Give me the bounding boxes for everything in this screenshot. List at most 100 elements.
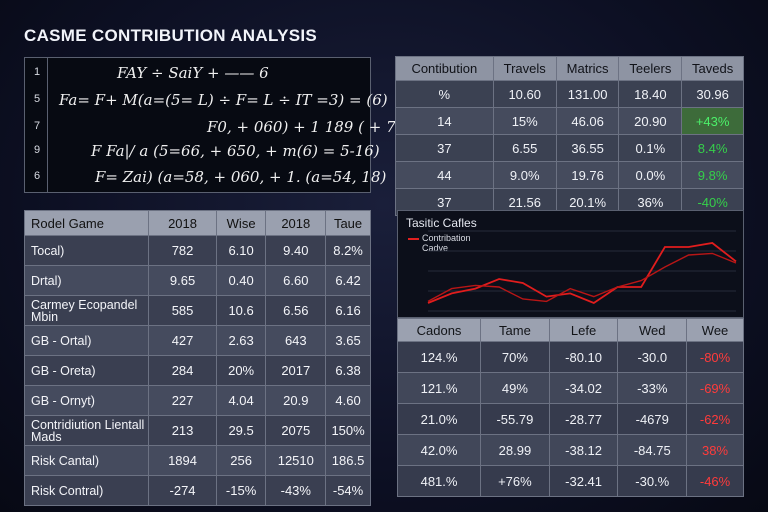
table-row[interactable]: 37 6.55 36.55 0.1% 8.4% <box>395 134 744 162</box>
table-cell[interactable]: 37 <box>395 134 494 162</box>
table-row[interactable]: Tocal) 782 6.10 9.40 8.2% <box>23 235 371 266</box>
table-cell[interactable]: 30.96 <box>681 80 744 108</box>
table-row[interactable]: 42.0% 28.99 -38.12 -84.75 38% <box>396 434 744 466</box>
row-label[interactable]: Contridiution Lientall Mads <box>23 415 150 446</box>
row-label[interactable]: Tocal) <box>23 235 150 266</box>
column-header[interactable]: Cadons <box>396 318 482 342</box>
table-row[interactable]: Drtal) 9.65 0.40 6.60 6.42 <box>23 265 371 296</box>
legend-entry[interactable]: Contribation <box>408 233 471 243</box>
table-cell[interactable]: 427 <box>148 325 217 356</box>
column-header[interactable]: Taue <box>325 210 371 236</box>
legend-entry[interactable]: Cadve <box>408 243 471 253</box>
table-cell[interactable]: 284 <box>148 355 217 386</box>
table-cell[interactable]: 4.60 <box>325 385 371 416</box>
table-cell[interactable]: 21.0% <box>396 403 482 435</box>
table-cell[interactable]: 6.60 <box>265 265 327 296</box>
table-cell[interactable]: 782 <box>148 235 217 266</box>
formula-line[interactable]: 6 F= Zai) (a=58, + 060, + 1. (a=54, 18) <box>25 166 386 188</box>
row-label[interactable]: Risk Cantal) <box>23 445 150 476</box>
table-cell[interactable]: 10.60 <box>492 80 557 108</box>
table-cell[interactable]: -28.77 <box>548 403 619 435</box>
formula-line[interactable]: 5 Fa= F+ M(a=(5= L) ÷ F= L ÷ IT =3) = (6… <box>25 89 388 111</box>
row-label[interactable]: GB - Ornyt) <box>23 385 150 416</box>
formula-line[interactable]: 9 F Fa|/ a (5=66, + 650, + m(6) = 5-16) <box>25 140 380 162</box>
table-cell[interactable]: 1894 <box>148 445 217 476</box>
table-cell[interactable]: 6.16 <box>325 295 371 326</box>
table-cell[interactable]: 19.76 <box>555 161 620 189</box>
table-cell[interactable]: 8.2% <box>325 235 371 266</box>
row-label[interactable]: GB - Oreta) <box>23 355 150 386</box>
table-row[interactable]: Risk Cantal) 1894 256 12510 186.5 <box>23 445 371 476</box>
table-cell[interactable]: -34.02 <box>548 372 619 404</box>
column-header[interactable]: Tame <box>480 318 550 342</box>
table-row[interactable]: Contridiution Lientall Mads 213 29.5 207… <box>23 415 371 446</box>
column-header[interactable]: Lefe <box>548 318 619 342</box>
table-cell[interactable]: -46% <box>686 465 744 497</box>
table-cell[interactable]: 9.65 <box>148 265 217 296</box>
table-cell[interactable]: -80% <box>686 341 744 373</box>
table-cell[interactable]: 38% <box>686 434 744 466</box>
table-cell[interactable]: -274 <box>148 475 217 506</box>
table-cell[interactable]: 15% <box>492 107 557 135</box>
table-row[interactable]: 21.0% -55.79 -28.77 -4679 -62% <box>396 403 744 435</box>
table-cell[interactable]: 0.40 <box>215 265 267 296</box>
table-row[interactable]: Risk Contral) -274 -15% -43% -54% <box>23 475 371 506</box>
table-cell[interactable]: 29.5 <box>215 415 267 446</box>
table-cell[interactable]: 49% <box>480 372 550 404</box>
table-cell[interactable]: 10.6 <box>215 295 267 326</box>
table-row[interactable]: Carmey Ecopandel Mbin 585 10.6 6.56 6.16 <box>23 295 371 326</box>
table-row[interactable]: 124.% 70% -80.10 -30.0 -80% <box>396 341 744 373</box>
table-row[interactable]: GB - Ortal) 427 2.63 643 3.65 <box>23 325 371 356</box>
table-cell[interactable]: 9.0% <box>492 161 557 189</box>
column-header[interactable]: Rodel Game <box>23 210 150 236</box>
table-cell[interactable]: +43% <box>681 107 744 135</box>
column-header[interactable]: Wise <box>215 210 267 236</box>
table-cell[interactable]: 12510 <box>265 445 327 476</box>
table-cell[interactable]: 46.06 <box>555 107 620 135</box>
table-cell[interactable]: -84.75 <box>617 434 688 466</box>
row-label[interactable]: GB - Ortal) <box>23 325 150 356</box>
table-cell[interactable]: 6.56 <box>265 295 327 326</box>
table-cell[interactable]: 6.42 <box>325 265 371 296</box>
table-cell[interactable]: -30.% <box>617 465 688 497</box>
table-row[interactable]: % 10.60 131.00 18.40 30.96 <box>395 80 744 108</box>
formula-line[interactable]: 1 FAY ÷ SaiY + —— 6 <box>25 62 372 84</box>
table-cell[interactable]: 213 <box>148 415 217 446</box>
table-cell[interactable]: 2017 <box>265 355 327 386</box>
table-cell[interactable]: -15% <box>215 475 267 506</box>
table-cell[interactable]: -38.12 <box>548 434 619 466</box>
series-line-1[interactable] <box>427 242 737 305</box>
table-cell[interactable]: 0.0% <box>618 161 683 189</box>
column-header[interactable]: Wed <box>617 318 688 342</box>
table-cell[interactable]: -43% <box>265 475 327 506</box>
table-cell[interactable]: 131.00 <box>555 80 620 108</box>
column-header[interactable]: 2018 <box>265 210 327 236</box>
table-cell[interactable]: 28.99 <box>480 434 550 466</box>
column-header[interactable]: Travels <box>492 56 557 81</box>
table-cell[interactable]: 481.% <box>396 465 482 497</box>
row-label[interactable]: Carmey Ecopandel Mbin <box>23 295 150 326</box>
table-cell[interactable]: 6.10 <box>215 235 267 266</box>
table-cell[interactable]: -55.79 <box>480 403 550 435</box>
table-cell[interactable]: 643 <box>265 325 327 356</box>
table-cell[interactable]: 585 <box>148 295 217 326</box>
table-cell[interactable]: 20.90 <box>618 107 683 135</box>
table-cell[interactable]: 9.8% <box>681 161 744 189</box>
table-cell[interactable]: 3.65 <box>325 325 371 356</box>
table-cell[interactable]: 4.04 <box>215 385 267 416</box>
table-cell[interactable]: 186.5 <box>325 445 371 476</box>
table-cell[interactable]: -4679 <box>617 403 688 435</box>
table-cell[interactable]: -80.10 <box>548 341 619 373</box>
table-cell[interactable]: 36.55 <box>555 134 620 162</box>
column-header[interactable]: Matrics <box>555 56 620 81</box>
table-row[interactable]: 14 15% 46.06 20.90 +43% <box>395 107 744 135</box>
column-header[interactable]: Contibution <box>395 56 494 81</box>
table-cell[interactable]: 2.63 <box>215 325 267 356</box>
table-cell[interactable]: 6.38 <box>325 355 371 386</box>
table-cell[interactable]: 0.1% <box>618 134 683 162</box>
table-cell[interactable]: 121.% <box>396 372 482 404</box>
column-header[interactable]: 2018 <box>148 210 217 236</box>
table-cell[interactable]: 20% <box>215 355 267 386</box>
table-cell[interactable]: 124.% <box>396 341 482 373</box>
chart-plot[interactable] <box>398 211 743 317</box>
